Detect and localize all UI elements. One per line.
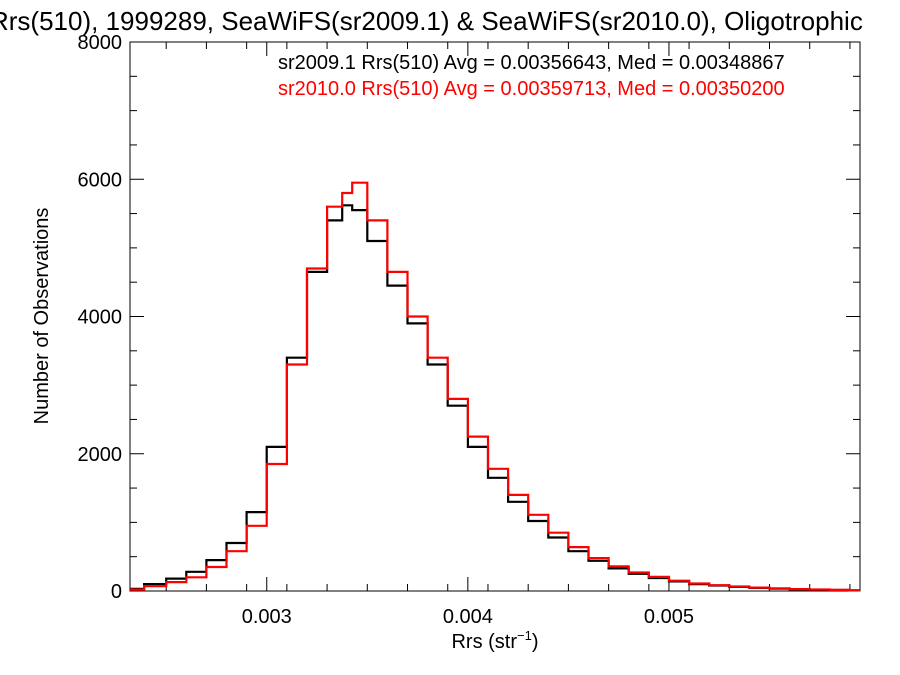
y-tick-label: 6000 (78, 169, 123, 191)
y-axis-ticks: 0 2000 4000 6000 8000 (78, 32, 860, 603)
series-line-sr2010.0 (130, 181, 860, 592)
plot-frame (129, 41, 861, 592)
x-axis-ticks: 0.003 0.004 0.005 (165, 42, 851, 628)
x-axis-label-superscript: −1 (517, 628, 532, 643)
y-tick-label: 4000 (78, 307, 123, 329)
x-axis-label-suffix: ) (532, 631, 539, 653)
x-tick-label: 0.005 (644, 606, 694, 628)
legend-label-sr2010: sr2010.0 Rrs(510) Avg = 0.00359713, Med … (278, 78, 785, 100)
chart-title: Rrs(510), 1999289, SeaWiFS(sr2009.1) & S… (0, 6, 863, 36)
y-axis-label: Number of Observations (31, 208, 53, 425)
x-tick-label: 0.004 (443, 606, 493, 628)
x-tick-label: 0.003 (242, 606, 292, 628)
x-axis-label: Rrs (str−1) (451, 628, 538, 653)
series-layer (130, 181, 860, 592)
x-axis-label-main: Rrs (str (451, 631, 517, 653)
y-tick-label: 2000 (78, 444, 123, 466)
y-tick-label: 8000 (78, 32, 123, 54)
y-tick-label: 0 (111, 581, 122, 603)
series-line-sr2009.1 (130, 204, 860, 592)
legend-label-sr2009: sr2009.1 Rrs(510) Avg = 0.00356643, Med … (278, 52, 785, 74)
